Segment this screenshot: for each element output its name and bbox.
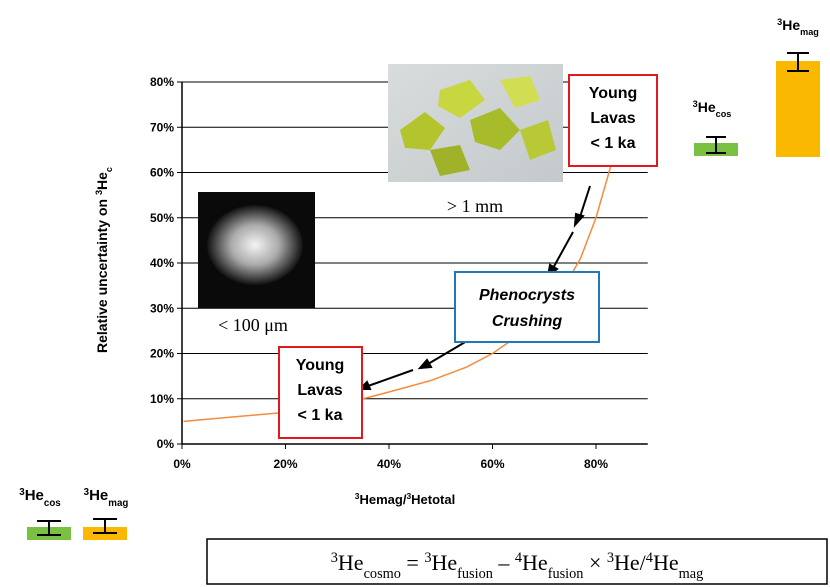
label-text: Relative uncertainty on <box>94 195 110 353</box>
x-tick-label: 80% <box>584 457 608 471</box>
label-text: He <box>25 487 44 504</box>
box-text: Phenocrysts <box>479 287 575 304</box>
x-tick-label: 20% <box>273 457 297 471</box>
label-text: He <box>431 550 457 575</box>
formula-box <box>206 538 828 585</box>
sub: mag <box>679 566 704 582</box>
box-text: Young <box>589 85 638 102</box>
sup: 3 <box>424 550 431 566</box>
label-text: He <box>653 550 679 575</box>
box-text: Crushing <box>492 313 562 330</box>
rich-label: Relative uncertainty on 3Hec <box>94 167 114 353</box>
sub: cos <box>716 109 732 119</box>
rich-label: 3Hemag/3Hetotal <box>355 491 455 507</box>
grain-label: < 100 μm <box>218 315 288 335</box>
box-text: < 1 ka <box>591 135 636 152</box>
rich-label: 3Hemag <box>84 487 129 509</box>
sub: fusion <box>548 566 584 582</box>
right-bars <box>694 52 820 157</box>
y-tick-label: 80% <box>150 75 174 89</box>
rich-label: 3Hecos <box>693 99 732 119</box>
sub: mag <box>108 498 128 509</box>
y-tick-label: 70% <box>150 120 174 134</box>
sup: 3 <box>693 99 698 109</box>
label-text: He/ <box>614 550 647 575</box>
sup: 3 <box>331 550 338 566</box>
x-tick-label: 0% <box>173 457 191 471</box>
y-tick-label: 20% <box>150 347 174 361</box>
y-tick-label: 10% <box>150 392 174 406</box>
box-text: < 1 ka <box>298 407 343 424</box>
x-tick-label: 40% <box>377 457 401 471</box>
powder-photo <box>198 192 315 308</box>
left-bars <box>27 518 127 540</box>
sub: fusion <box>457 566 493 582</box>
sup: 3 <box>777 17 782 27</box>
label-text: Hetotal <box>411 492 455 507</box>
y-tick-label: 30% <box>150 301 174 315</box>
label-text: He <box>782 17 800 33</box>
sup: 3 <box>84 487 90 498</box>
sup: 4 <box>646 550 653 566</box>
sup: 3 <box>406 491 411 501</box>
label-text: He <box>94 172 110 190</box>
box-text: Lavas <box>297 382 342 399</box>
sup: 3 <box>607 550 614 566</box>
x-tick-label: 60% <box>480 457 504 471</box>
sub: cosmo <box>364 566 401 582</box>
label-text: – <box>493 550 515 575</box>
label-text: Hemag/ <box>359 492 406 507</box>
grain-label: > 1 mm <box>447 196 503 216</box>
label-text: He <box>89 487 108 504</box>
rich-label: 3Hecosmo = 3Hefusion – 4Hefusion × 3He/4… <box>331 550 703 582</box>
rich-label: 3Hemag <box>777 17 819 37</box>
label-text: = <box>401 550 424 575</box>
olivine-photo <box>388 64 563 182</box>
sup: 3 <box>355 491 360 501</box>
y-tick-label: 50% <box>150 211 174 225</box>
boxes <box>278 74 658 439</box>
label-text: He <box>522 550 548 575</box>
sub: c <box>104 167 114 172</box>
sup: 4 <box>515 550 522 566</box>
label-text: He <box>698 99 716 115</box>
label-text: × <box>583 550 606 575</box>
sub: mag <box>800 27 819 37</box>
rich-label: 3Hecos <box>19 487 61 509</box>
sub: cos <box>44 498 61 509</box>
y-tick-label: 0% <box>157 437 175 451</box>
y-tick-label: 40% <box>150 256 174 270</box>
sup: 3 <box>19 487 25 498</box>
label-text: He <box>338 550 364 575</box>
box-text: Lavas <box>590 110 635 127</box>
sup: 3 <box>94 190 104 195</box>
y-tick-label: 60% <box>150 166 174 180</box>
box-text: Young <box>296 357 345 374</box>
